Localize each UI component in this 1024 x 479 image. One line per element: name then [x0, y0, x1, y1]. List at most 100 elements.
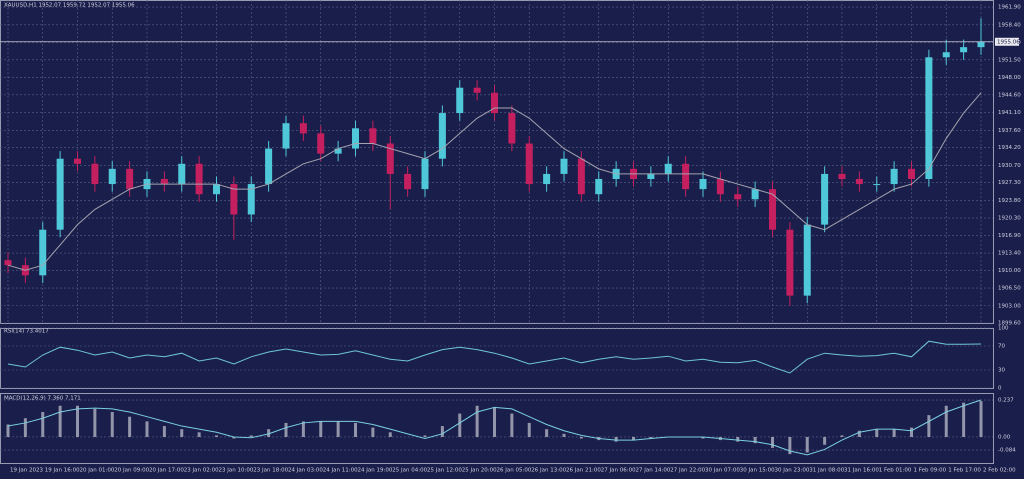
moving-average: [7, 92, 982, 271]
macd-bar: [875, 429, 879, 437]
macd-bar: [336, 421, 340, 437]
x-tick-label: 24 Jan 11:00: [323, 468, 358, 474]
macd-bar: [649, 436, 653, 439]
candle-body: [160, 178, 168, 185]
macd-bar: [388, 432, 392, 437]
candle-body: [473, 87, 481, 93]
x-tick-label: 27 Jan 22:00: [670, 468, 705, 474]
candle-body: [716, 178, 724, 195]
x-tick-label: 25 Jan 04:00: [392, 468, 427, 474]
macd-bar: [284, 422, 288, 437]
y-tick-label: 70: [998, 344, 1005, 350]
x-tick-label: 24 Jan 03:00: [288, 468, 323, 474]
x-tick-label: 20 Jan 17:00: [149, 468, 184, 474]
candle-body: [595, 178, 603, 195]
candle-body: [838, 173, 846, 179]
candle-body: [821, 173, 829, 225]
macd-bar: [805, 436, 809, 453]
x-tick-label: 26 Jan 21:00: [566, 468, 601, 474]
macd-bar: [41, 412, 45, 437]
candle-body: [299, 123, 307, 134]
x-tick-label: 26 Jan 13:00: [531, 468, 566, 474]
candle-body: [230, 184, 238, 215]
macd-bar: [510, 413, 514, 437]
macd-panel-title: MACD(12,26,9) 7.360 7.171: [4, 396, 81, 402]
macd-bar: [128, 416, 132, 437]
candle-body: [751, 189, 759, 200]
macd-bar: [423, 435, 427, 437]
macd-bar: [58, 405, 62, 437]
x-tick-label: 31 Jan 16:00: [844, 468, 879, 474]
candle-body: [734, 194, 742, 200]
y-tick-label: 1927.30: [998, 180, 1021, 186]
macd-bar: [927, 415, 931, 437]
macd-bar: [944, 405, 948, 437]
y-tick-label: 1951.50: [998, 57, 1021, 63]
y-tick-label: 1913.40: [998, 251, 1021, 257]
macd-bar: [840, 435, 844, 437]
macd-bar: [301, 421, 305, 437]
y-tick-label: 1961.90: [998, 5, 1021, 11]
macd-bar: [93, 408, 97, 437]
x-tick-label: 20 Jan 01:00: [80, 468, 115, 474]
candle-body: [126, 168, 134, 190]
macd-bar: [319, 421, 323, 437]
candle-body: [525, 143, 533, 185]
macd-bar: [823, 436, 827, 445]
candle-body: [56, 158, 64, 230]
macd-bar: [23, 418, 27, 437]
x-tick-label: 23 Jan 18:00: [253, 468, 288, 474]
y-tick-label: 1923.80: [998, 198, 1021, 204]
y-tick-label: -0.084: [998, 448, 1016, 454]
y-tick-label: 1958.40: [998, 22, 1021, 28]
candle-body: [334, 148, 342, 154]
y-tick-label: 1941.10: [998, 110, 1021, 116]
candle-body: [369, 128, 377, 144]
macd-bar: [753, 436, 757, 444]
panel-frame: [0, 0, 994, 324]
macd-bar: [562, 433, 566, 437]
candle-body: [317, 133, 325, 154]
candle-body: [873, 184, 881, 186]
candle-body: [352, 128, 359, 149]
macd-bar: [162, 426, 166, 437]
y-tick-label: 1903.00: [998, 303, 1021, 309]
macd-bar: [6, 424, 10, 437]
last-price-label: 1955.06: [997, 39, 1020, 45]
y-tick-label: 100: [998, 326, 1009, 332]
candle-body: [508, 113, 516, 144]
x-tick-label: 27 Jan 06:00: [601, 468, 636, 474]
macd-bar: [249, 435, 253, 437]
candle-body: [178, 163, 186, 185]
macd-bar: [475, 405, 479, 437]
y-tick-label: 1920.30: [998, 216, 1021, 222]
y-tick-label: 1937.60: [998, 128, 1021, 134]
y-tick-label: 1906.50: [998, 286, 1021, 292]
y-tick-label: 1948.00: [998, 75, 1021, 81]
candle-body: [491, 92, 498, 114]
candle-body: [404, 173, 412, 190]
macd-bar: [215, 435, 218, 437]
macd-bar: [788, 436, 792, 455]
y-tick-label: 30: [998, 368, 1005, 374]
candle-body: [108, 168, 116, 185]
x-tick-label: 30 Jan 23:00: [775, 468, 810, 474]
macd-bar: [180, 429, 184, 437]
last-price-box: [995, 37, 1019, 46]
macd-bar: [527, 422, 531, 437]
macd-bar: [962, 402, 966, 437]
macd-bar: [440, 426, 444, 437]
candle-body: [577, 158, 585, 195]
candle-body: [908, 168, 915, 179]
candle-body: [664, 163, 672, 174]
candle-body: [769, 189, 776, 230]
x-tick-label: 30 Jan 15:00: [740, 468, 775, 474]
candle-body: [265, 148, 273, 185]
x-tick-label: 24 Jan 19:00: [358, 468, 393, 474]
macd-bar: [76, 405, 79, 437]
macd-bar: [458, 413, 462, 437]
candle-body: [4, 260, 12, 266]
macd-bar: [493, 407, 496, 437]
